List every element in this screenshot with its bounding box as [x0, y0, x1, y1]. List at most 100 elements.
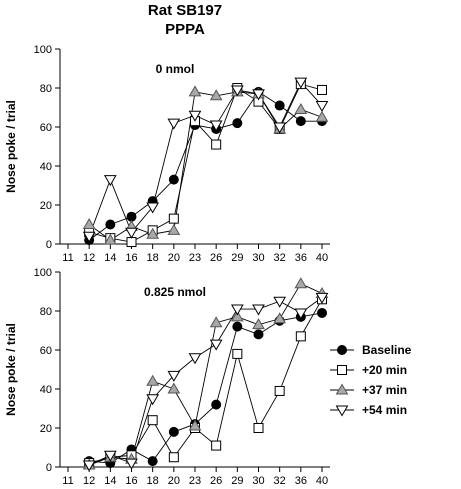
data-point: [168, 213, 179, 224]
x-tick-label: 30: [252, 252, 264, 264]
series-line: [89, 299, 323, 464]
data-point: [167, 382, 181, 394]
x-tick-label: 16: [125, 252, 137, 264]
data-point: [273, 312, 287, 324]
x-tick-label: 11: [62, 252, 73, 264]
y-tick-label: 80: [40, 306, 52, 318]
legend-marker: [337, 365, 347, 375]
x-tick-label: 36: [295, 475, 307, 487]
x-tick-label: 14: [104, 475, 116, 487]
legend-label: +37 min: [362, 383, 407, 397]
x-tick-label: 18: [147, 475, 159, 487]
data-point: [211, 139, 222, 150]
data-point: [82, 231, 96, 243]
data-point: [253, 423, 264, 433]
data-point: [146, 394, 160, 406]
data-point: [168, 174, 179, 185]
data-point: [252, 318, 265, 330]
x-tick-label: 26: [210, 475, 222, 487]
data-point: [273, 122, 287, 134]
data-point: [125, 227, 138, 239]
y-tick-label: 60: [40, 345, 52, 357]
y-tick-label: 20: [40, 423, 52, 435]
x-tick-label: 14: [104, 252, 116, 264]
data-point: [146, 227, 160, 239]
legend-label: +54 min: [362, 403, 407, 417]
data-point: [317, 307, 327, 318]
legend-marker: [337, 345, 347, 355]
x-tick-label: 18: [147, 252, 159, 264]
chart-title-line2: PPPA: [165, 21, 205, 38]
chart-title-line1: Rat SB197: [147, 2, 223, 19]
data-point: [232, 321, 243, 332]
data-point: [252, 304, 265, 316]
x-tick-label: 12: [83, 252, 95, 264]
data-point: [105, 219, 116, 230]
series-line: [89, 283, 323, 466]
data-point: [146, 374, 160, 386]
x-tick-label: 23: [189, 252, 201, 264]
data-point: [82, 460, 96, 472]
series-line: [88, 296, 323, 466]
data-point: [294, 308, 308, 320]
data-point: [211, 399, 222, 410]
data-point: [295, 116, 306, 127]
data-point: [294, 277, 308, 289]
data-point: [315, 101, 329, 113]
x-tick-label: 29: [231, 252, 243, 264]
y-tick-label: 60: [40, 122, 52, 134]
data-point: [147, 415, 158, 426]
data-point: [315, 292, 329, 304]
series-line: [89, 312, 323, 464]
data-point: [126, 237, 137, 248]
y-tick-label: 0: [46, 462, 52, 474]
legend-marker: [335, 405, 349, 417]
y-tick-label: 100: [34, 267, 52, 279]
data-point: [252, 89, 265, 101]
series-line: [89, 83, 323, 243]
data-point: [209, 120, 223, 132]
data-point: [253, 329, 264, 340]
data-point: [273, 296, 287, 308]
x-tick-label: 40: [316, 475, 328, 487]
y-tick-label: 100: [34, 44, 52, 56]
data-point: [147, 456, 158, 467]
x-tick-label: 23: [189, 475, 201, 487]
data-point: [294, 77, 308, 89]
data-point: [82, 218, 96, 229]
y-tick-label: 0: [46, 239, 52, 251]
data-point: [188, 419, 202, 431]
panel-title: 0 nmol: [156, 62, 195, 76]
data-point: [211, 440, 222, 451]
data-point: [167, 223, 181, 235]
data-point: [188, 110, 202, 122]
y-axis-label: Nose poke / trial: [4, 100, 18, 193]
panel-title: 0.825 nmol: [144, 285, 206, 299]
y-axis-label: Nose poke / trial: [4, 323, 18, 416]
data-point: [274, 100, 285, 111]
data-point: [230, 304, 244, 316]
x-tick-label: 11: [62, 475, 73, 487]
series-line: [88, 81, 323, 237]
x-tick-label: 36: [295, 252, 307, 264]
legend-label: +20 min: [362, 363, 407, 377]
data-point: [295, 331, 306, 342]
data-point: [209, 89, 223, 101]
data-point: [232, 348, 243, 359]
x-tick-label: 16: [125, 475, 137, 487]
y-tick-label: 20: [40, 200, 52, 212]
data-point: [126, 211, 137, 222]
data-point: [103, 450, 117, 462]
y-tick-label: 40: [40, 384, 52, 396]
x-tick-label: 20: [168, 475, 180, 487]
y-tick-label: 80: [40, 83, 52, 95]
data-point: [317, 84, 327, 95]
data-point: [232, 118, 243, 129]
data-point: [209, 316, 223, 328]
x-tick-label: 20: [168, 252, 180, 264]
data-point: [167, 118, 181, 130]
legend-marker: [335, 383, 349, 395]
data-point: [188, 85, 202, 97]
data-point: [168, 452, 179, 463]
